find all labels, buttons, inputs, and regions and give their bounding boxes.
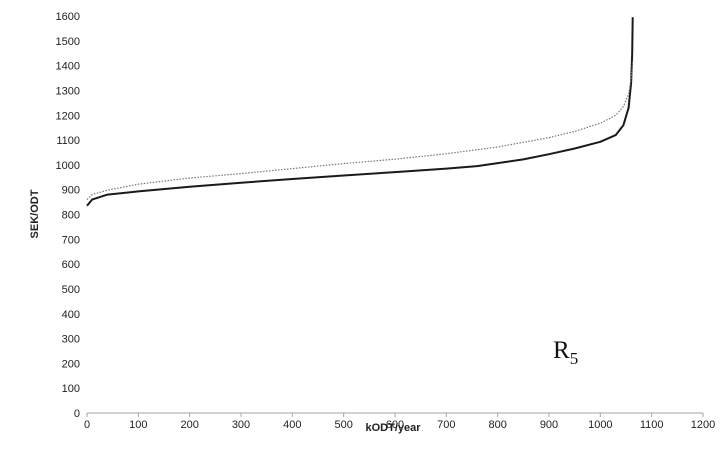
y-tick-label: 200 xyxy=(62,358,80,370)
y-axis-ticks: 0 100 200 300 400 500 600 700 800 900 1000 1100 1200… xyxy=(56,11,80,420)
y-tick-label: 1500 xyxy=(56,36,80,48)
y-tick-label: 500 xyxy=(62,284,80,296)
x-tick-label: 600 xyxy=(386,419,404,431)
x-tick-label: 500 xyxy=(334,419,352,431)
y-tick-label: 1400 xyxy=(56,61,80,73)
x-tick-label: 0 xyxy=(84,419,90,431)
y-tick-label: 300 xyxy=(62,334,80,346)
x-tick-label: 1200 xyxy=(691,419,715,431)
annotation-main: R xyxy=(553,337,570,364)
x-tick-label: 700 xyxy=(437,419,455,431)
y-tick-label: 0 xyxy=(74,408,80,420)
y-tick-label: 100 xyxy=(62,383,80,395)
series-line-2 xyxy=(86,60,634,201)
y-tick-label: 400 xyxy=(62,309,80,321)
x-tick-label: 200 xyxy=(180,419,198,431)
x-tick-label: 900 xyxy=(540,419,558,431)
y-tick-label: 1200 xyxy=(56,110,80,122)
series-line-1 xyxy=(86,17,634,207)
y-tick-label: 1100 xyxy=(56,135,80,147)
y-tick-label: 800 xyxy=(62,210,80,222)
y-tick-label: 600 xyxy=(62,259,80,271)
annotation-subscript: 5 xyxy=(570,349,579,368)
y-tick-label: 900 xyxy=(62,185,80,197)
x-tick-label: 100 xyxy=(129,419,147,431)
x-tick-label: 400 xyxy=(283,419,301,431)
y-tick-label: 1000 xyxy=(56,160,80,172)
x-tick-label: 1100 xyxy=(640,419,664,431)
x-tick-label: 300 xyxy=(232,419,250,431)
x-axis-ticks: 0 100 200 300 400 500 600 700 800 900 1000 1100 1200 xyxy=(84,413,715,431)
x-axis-label: kODT/year xyxy=(365,422,421,434)
y-tick-label: 700 xyxy=(62,234,80,246)
y-axis-label: SEK/ODT xyxy=(29,189,41,238)
x-tick-label: 1000 xyxy=(588,419,612,431)
chart-annotation: R5 xyxy=(553,337,578,368)
x-tick-label: 800 xyxy=(488,419,506,431)
y-tick-label: 1300 xyxy=(56,85,80,97)
y-tick-label: 1600 xyxy=(56,11,80,23)
series-layer xyxy=(86,17,634,207)
